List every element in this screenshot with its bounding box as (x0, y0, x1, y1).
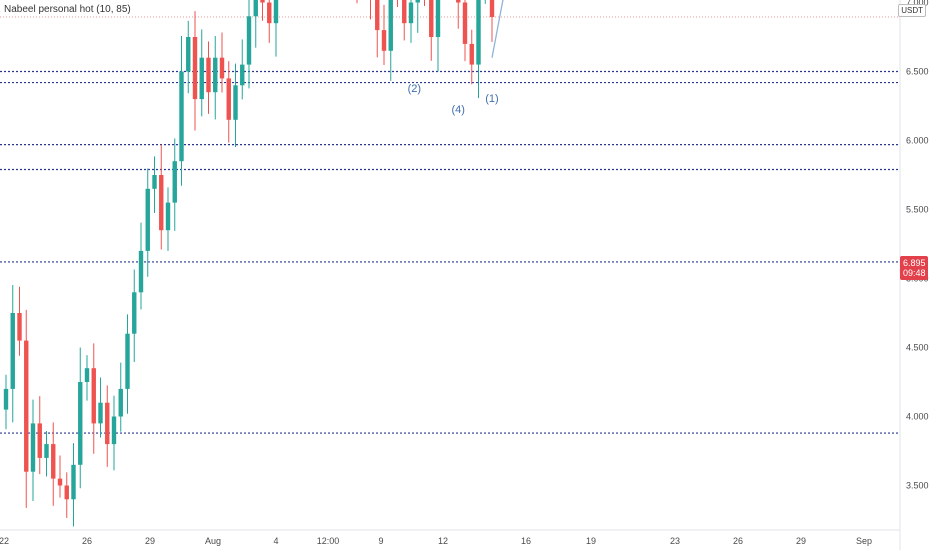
last-price-value: 6.895 (903, 258, 926, 268)
candle-body (111, 416, 117, 445)
candle-body (375, 0, 380, 31)
candle-body (240, 64, 245, 86)
x-tick-label: 4 (273, 536, 278, 546)
x-tick-label: Sep (856, 536, 872, 546)
countdown-value: 09:48 (903, 268, 926, 278)
candle-body (138, 250, 144, 293)
last-price-tag: 6.895 09:48 (900, 256, 928, 280)
candle-body (199, 57, 204, 100)
candle-body (152, 175, 157, 189)
indicator-label[interactable]: Nabeel personal hot (10, 85) (4, 4, 131, 15)
candle-body (84, 368, 90, 382)
x-tick-label: 22 (0, 536, 9, 546)
candle-body (172, 161, 177, 203)
candle-body (273, 0, 279, 24)
candle-body (17, 313, 22, 341)
candle-body (388, 0, 393, 51)
candle-body (57, 478, 63, 486)
wave-label: (2) (408, 83, 421, 95)
candle-body (98, 402, 103, 424)
y-tick-label: 6.500 (906, 67, 929, 77)
candle-body (415, 0, 420, 3)
candle-body (145, 188, 150, 251)
candle-body (186, 37, 191, 72)
candle-body (206, 57, 211, 93)
candle-body (489, 0, 495, 17)
candle-body (105, 402, 110, 445)
candle-body (267, 2, 272, 24)
candle-body (260, 0, 265, 3)
candle-body (246, 16, 252, 65)
candle-body (233, 85, 238, 120)
candle-body (462, 2, 468, 44)
candle-body (219, 57, 225, 79)
y-tick-label: 5.500 (906, 205, 929, 215)
candle-body (78, 382, 83, 465)
candle-body (3, 388, 9, 410)
candle-body (226, 78, 231, 120)
candle-body (159, 175, 164, 231)
candle-body (381, 30, 387, 51)
candle-body (165, 202, 171, 231)
y-tick-label: 4.500 (906, 343, 929, 353)
candle-body (91, 368, 96, 424)
x-tick-label: 9 (378, 536, 383, 546)
x-tick-label: 23 (670, 536, 680, 546)
y-tick-label: 7.000 (906, 0, 929, 8)
candle-body (192, 37, 198, 100)
currency-badge[interactable]: USDT (898, 4, 926, 17)
candle-body (456, 0, 461, 3)
x-tick-label: 16 (521, 536, 531, 546)
x-tick-label: 29 (796, 536, 806, 546)
candle-body (64, 485, 69, 500)
y-tick-label: 3.500 (906, 481, 929, 491)
candle-body (30, 423, 36, 472)
candle-body (213, 57, 218, 93)
y-tick-label: 4.000 (906, 412, 929, 422)
wave-label: (1) (485, 93, 498, 105)
x-tick-label: 12:00 (317, 536, 340, 546)
candle-body (51, 444, 56, 479)
wave-projection-line (491, 0, 504, 58)
candle-body (71, 464, 76, 500)
candle-body (10, 313, 15, 389)
candle-body (44, 444, 49, 458)
x-tick-label: 12 (438, 536, 448, 546)
candle-body (429, 0, 434, 37)
candle-body (408, 2, 414, 24)
candle-body (469, 43, 474, 65)
candle-body (476, 0, 481, 65)
candle-body (24, 340, 29, 472)
candle-body (402, 0, 407, 24)
y-tick-label: 6.000 (906, 136, 929, 146)
x-tick-label: Aug (205, 536, 221, 546)
x-tick-label: 19 (586, 536, 596, 546)
x-tick-label: 26 (82, 536, 92, 546)
candle-body (435, 0, 441, 38)
candle-body (118, 388, 123, 417)
wave-label: (4) (452, 104, 465, 116)
candle-body (125, 333, 130, 389)
candle-body (37, 423, 42, 458)
candle-body (253, 0, 258, 17)
x-tick-label: 26 (733, 536, 743, 546)
candle-body (179, 71, 184, 162)
candle-body (132, 292, 137, 334)
x-tick-label: 29 (145, 536, 155, 546)
